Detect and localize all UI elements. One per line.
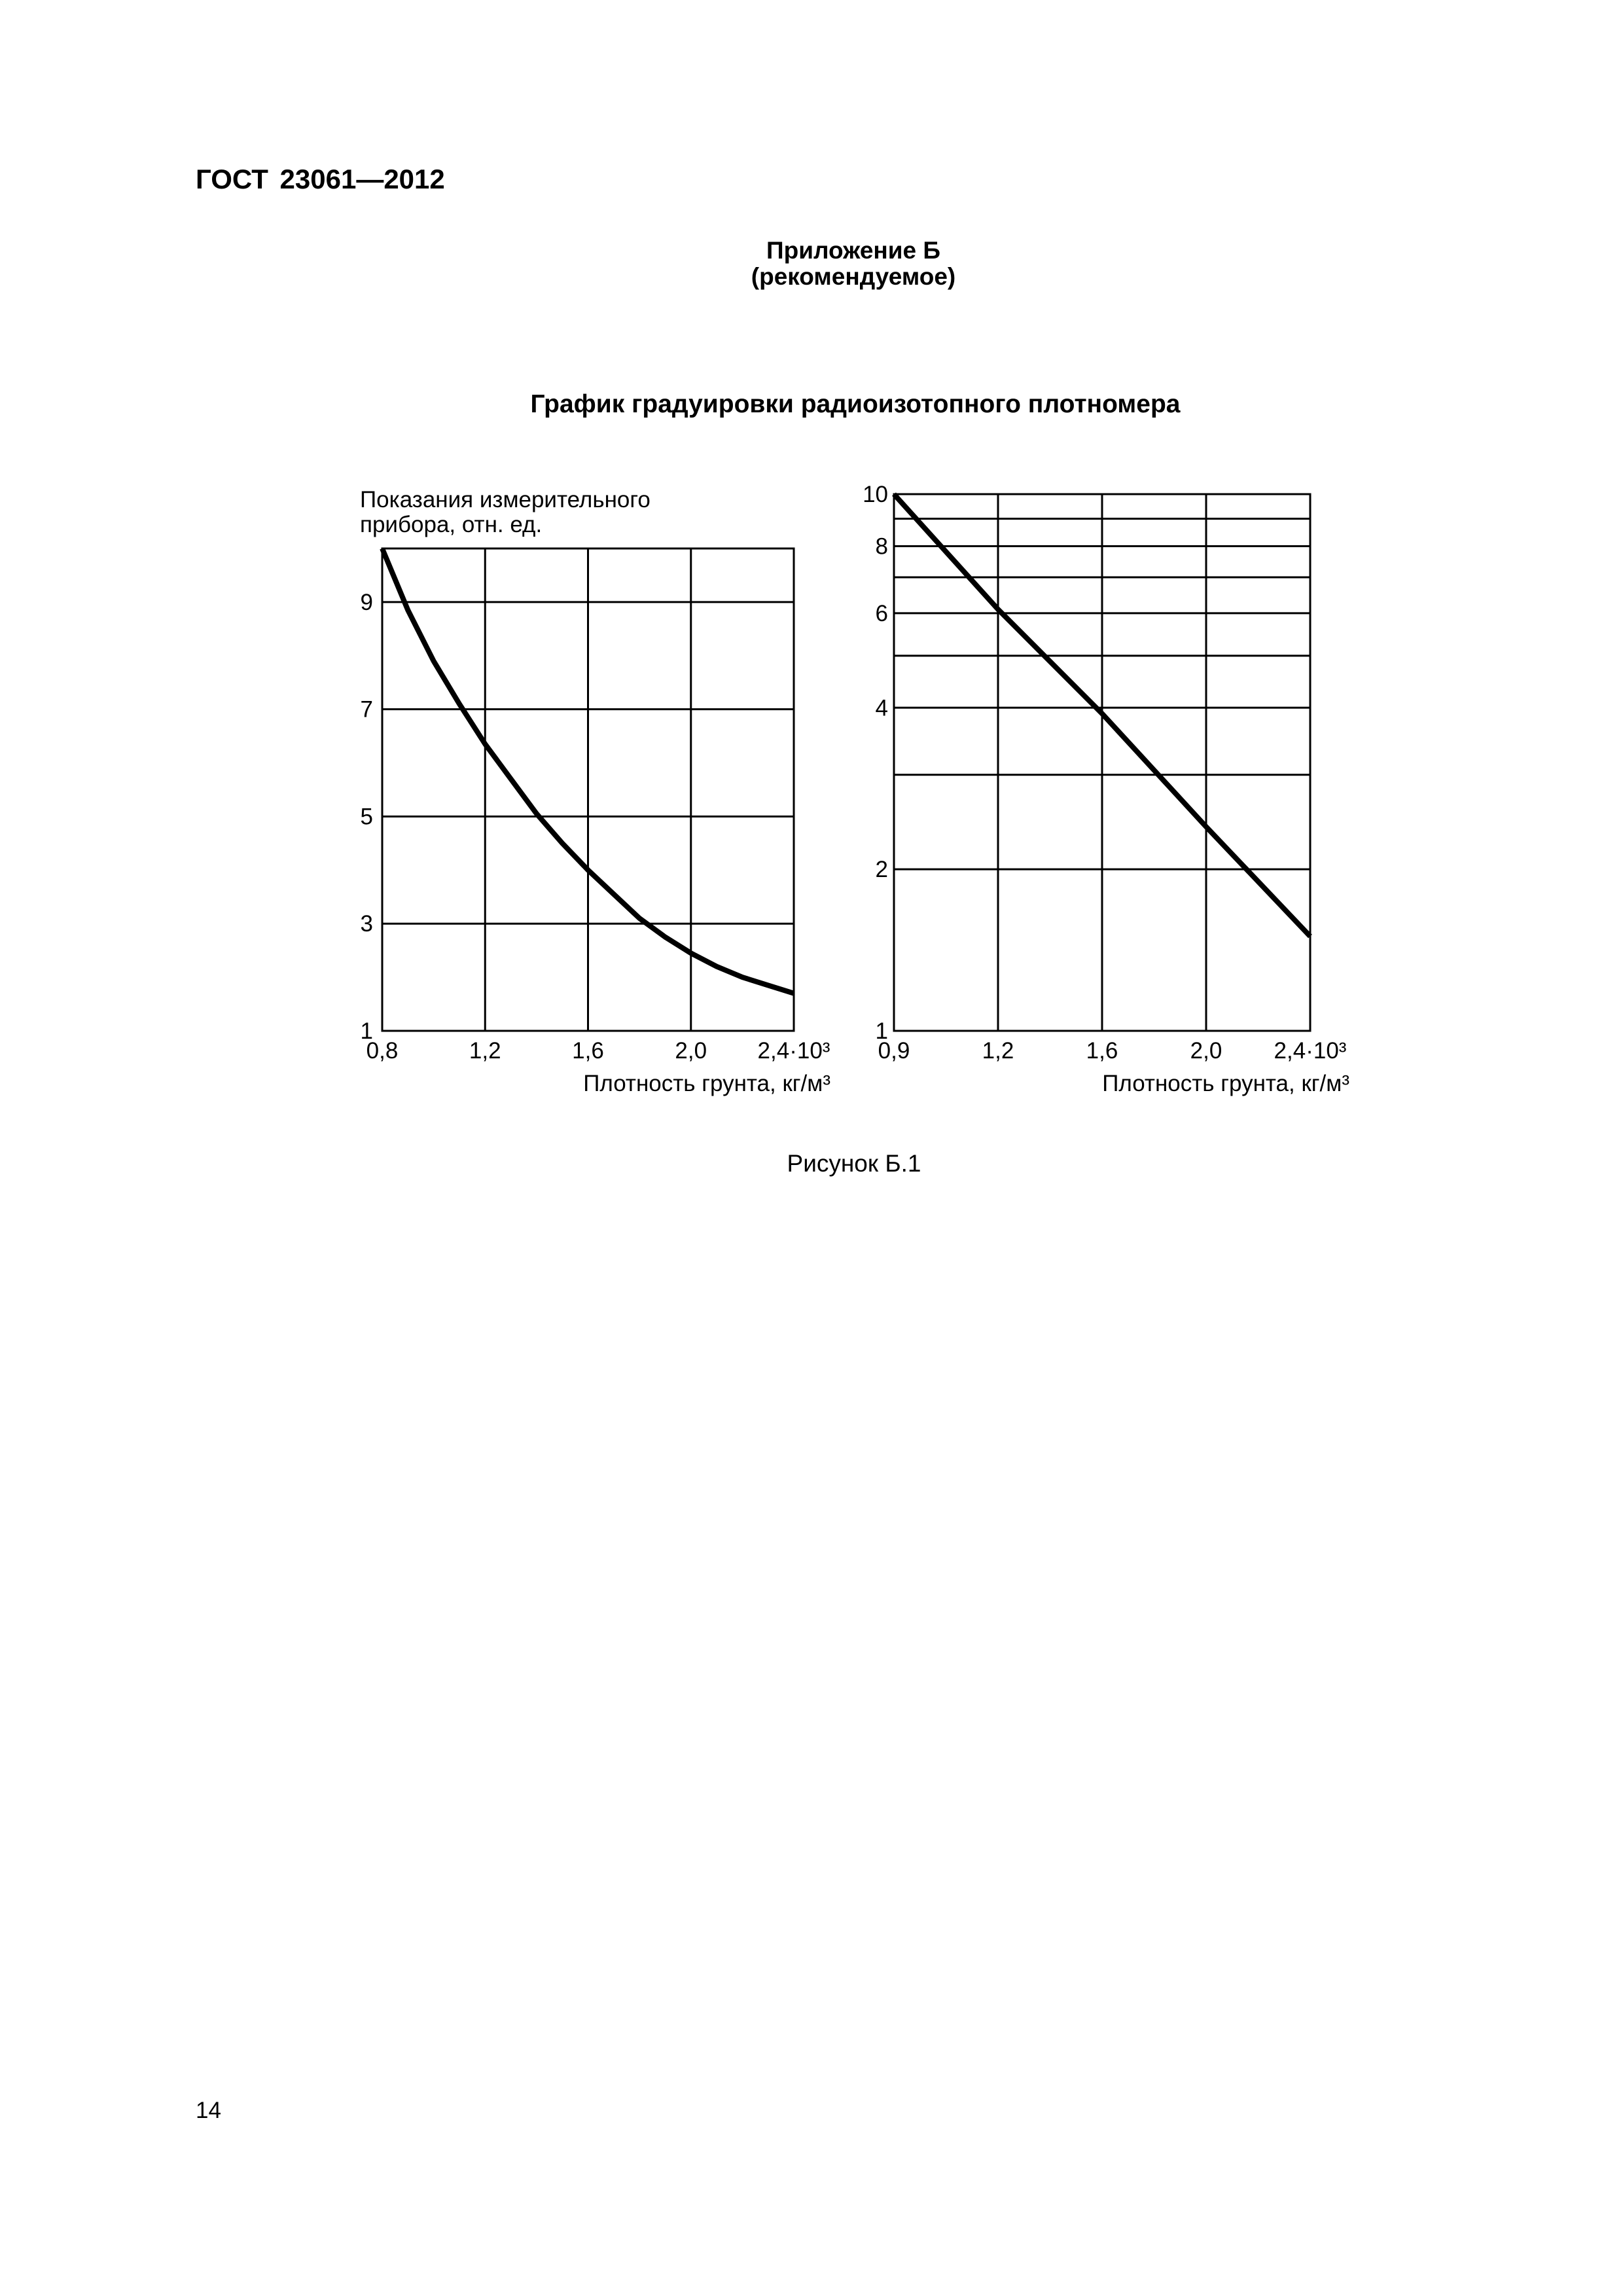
y-tick-label: 3 (361, 911, 373, 937)
y-tick-label: 2 (876, 857, 888, 882)
x-tick-label: 1,6 (572, 1038, 604, 1064)
x-tick-label: 1,6 (1086, 1038, 1118, 1064)
y-axis-label: прибора, отн. ед. (360, 512, 542, 537)
y-tick-label: 6 (876, 601, 888, 626)
x-tick-label: 1,2 (982, 1038, 1014, 1064)
plot-frame (381, 547, 795, 1032)
x-tick-label: 2,4·10³ (758, 1038, 830, 1064)
calibration-curve (892, 492, 1312, 939)
y-tick-label: 1 (361, 1018, 373, 1044)
y-tick-label: 1 (876, 1018, 888, 1044)
y-tick-label: 8 (876, 533, 888, 559)
x-axis-label: Плотность грунта, кг/м³ (583, 1071, 830, 1096)
y-axis-label: Показания измерительного (360, 487, 651, 512)
chart-readings-linear: 0,8 1,2 1,6 2,0 2,4·10³ 1 3 5 7 9 Плотность грунта… (360, 487, 830, 1096)
figure-title: График градуировки радиоизотопного плотн… (530, 390, 1181, 418)
y-tick-label: 4 (876, 695, 888, 721)
x-tick-label: 2,0 (675, 1038, 707, 1064)
x-tick-label: 2,0 (1190, 1038, 1222, 1064)
x-tick-label: 0,8 (366, 1038, 399, 1064)
appendix-status: (рекомендуемое) (751, 263, 956, 290)
y-tick-label: 5 (361, 804, 373, 829)
y-tick-label: 9 (361, 590, 373, 615)
x-tick-label: 2,4·10³ (1274, 1038, 1347, 1064)
x-axis-label: Плотность грунта, кг/м³ (1102, 1071, 1349, 1096)
appendix-title: Приложение Б (766, 237, 940, 264)
document-code: ГОСТ 23061—2012 (196, 164, 445, 194)
chart-readings-log: 0,9 1,2 1,6 2,0 2,4·10³ 1 2 4 6 8 10 Плотность грун… (863, 482, 1349, 1096)
y-tick-label: 7 (361, 697, 373, 723)
page-number: 14 (196, 2098, 221, 2123)
figure-caption: Рисунок Б.1 (787, 1150, 921, 1177)
x-tick-label: 0,9 (878, 1038, 910, 1064)
x-tick-label: 1,2 (469, 1038, 501, 1064)
calibration-curve (380, 547, 795, 996)
plot-frame (893, 493, 1311, 1032)
y-tick-label: 10 (863, 482, 888, 507)
